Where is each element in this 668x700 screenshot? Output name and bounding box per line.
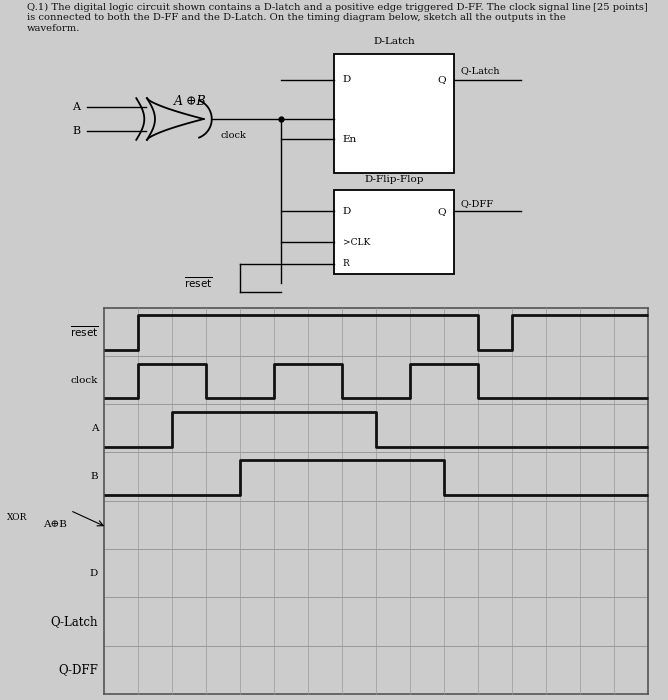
Text: Q-Latch: Q-Latch <box>461 66 500 76</box>
Text: D-Flip-Flop: D-Flip-Flop <box>364 176 424 185</box>
Text: >CLK: >CLK <box>343 237 370 246</box>
Text: Q-DFF: Q-DFF <box>461 199 494 208</box>
Text: B: B <box>91 472 98 481</box>
Text: clock: clock <box>220 131 246 140</box>
Text: D-Latch: D-Latch <box>373 37 415 46</box>
Text: A: A <box>72 102 80 111</box>
Text: Q-Latch: Q-Latch <box>51 615 98 628</box>
Text: D: D <box>90 568 98 578</box>
Text: D: D <box>343 206 351 216</box>
Bar <box>334 54 454 173</box>
Bar <box>334 190 454 274</box>
Text: Q: Q <box>437 206 446 216</box>
Text: A⊕B: A⊕B <box>43 520 67 529</box>
Text: B: B <box>72 127 80 136</box>
Text: clock: clock <box>71 375 98 384</box>
Text: Q: Q <box>437 75 446 84</box>
Text: A ⊕B: A ⊕B <box>174 94 206 108</box>
Text: $\overline{\mathrm{reset}}$: $\overline{\mathrm{reset}}$ <box>69 324 98 339</box>
Text: $\overline{\mathrm{reset}}$: $\overline{\mathrm{reset}}$ <box>184 275 212 290</box>
Text: R: R <box>343 259 349 268</box>
Text: [25 points]: [25 points] <box>593 3 648 12</box>
Text: Q-DFF: Q-DFF <box>58 664 98 676</box>
Text: Q.1) The digital logic circuit shown contains a D-latch and a positive edge trig: Q.1) The digital logic circuit shown con… <box>27 3 591 33</box>
Text: D: D <box>343 75 351 84</box>
Text: XOR: XOR <box>7 513 27 522</box>
Text: En: En <box>343 134 357 144</box>
Text: A: A <box>91 424 98 433</box>
